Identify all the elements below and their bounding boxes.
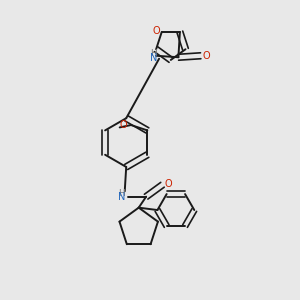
Text: O: O bbox=[153, 26, 160, 36]
Text: N: N bbox=[118, 192, 125, 202]
Text: H: H bbox=[118, 189, 125, 198]
Text: O: O bbox=[202, 51, 210, 61]
Text: H: H bbox=[150, 49, 157, 58]
Text: O: O bbox=[120, 120, 128, 130]
Text: O: O bbox=[164, 179, 172, 189]
Text: N: N bbox=[150, 52, 158, 62]
